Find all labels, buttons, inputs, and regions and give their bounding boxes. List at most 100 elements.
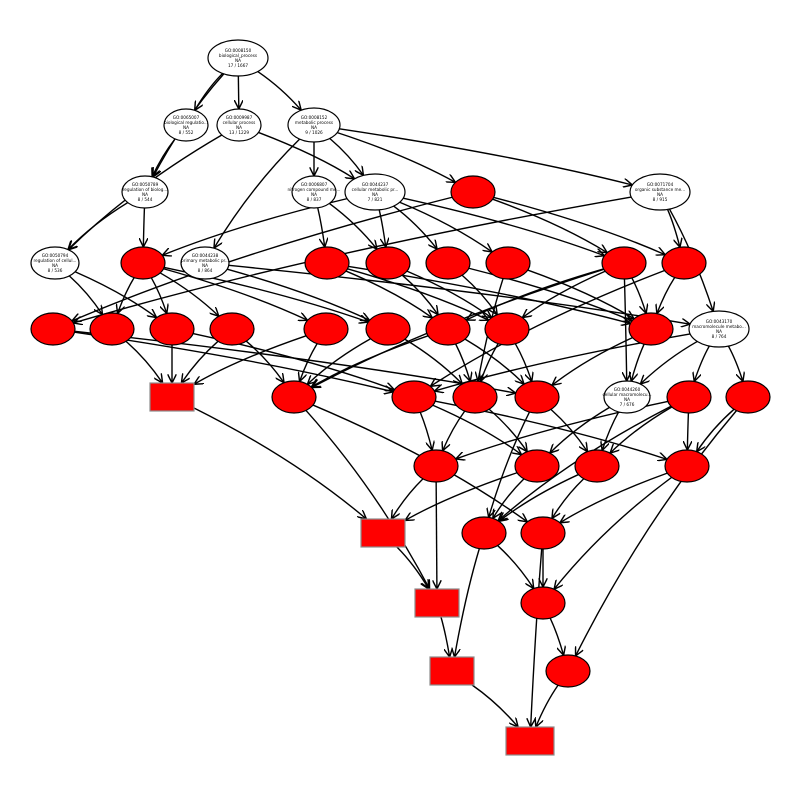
go-node-n48[interactable] [505,726,555,756]
go-node-n8[interactable] [450,175,496,209]
node-box-shape [429,656,475,686]
edge-n17-n26 [522,270,606,317]
edge-n13-n25 [345,270,432,318]
node-ellipse-shape [601,246,647,280]
go-node-n26[interactable] [484,312,530,346]
go-node-n38[interactable] [514,449,560,483]
go-node-n29[interactable] [149,382,195,412]
node-label-line: NA [624,397,630,402]
node-box-shape [414,588,460,618]
node-ellipse-shape [452,380,498,414]
edge-n22-n30 [245,340,284,383]
edge-n39-n43 [552,478,585,519]
go-node-n16[interactable] [485,246,531,280]
edge-n6-n14 [328,202,377,249]
edge-n32-n37 [443,410,466,451]
node-ellipse-shape [120,246,166,280]
node-label-line: 13 / 1229 [229,130,249,135]
go-node-n43[interactable] [520,516,566,550]
node-label-line: macromolecule metabo... [692,324,746,329]
edge-n6-n13 [317,207,325,247]
go-node-n24[interactable] [365,312,411,346]
edge-n20-n29 [125,340,163,383]
node-label-line: metabolic process [295,120,333,125]
node-ellipse-shape [391,380,437,414]
edge-layer [68,70,743,727]
edge-n4-n12 [214,138,301,248]
node-ellipse-shape [365,246,411,280]
go-node-n18[interactable] [661,246,707,280]
edge-n40-n43 [560,472,668,523]
edge-n8-n19 [72,196,453,321]
go-node-n44[interactable] [414,588,460,618]
node-ellipse-shape [207,39,269,77]
node-ellipse-shape [89,312,135,346]
go-node-n15[interactable] [425,246,471,280]
edge-n41-n44 [396,546,429,589]
node-label-line: 8 / 764 [712,334,727,339]
node-ellipse-shape [149,312,195,346]
go-node-n41[interactable] [360,518,406,548]
go-node-n21[interactable] [149,312,195,346]
edge-n31-n38 [432,404,522,454]
go-node-n36[interactable] [725,380,771,414]
go-node-n35[interactable] [666,380,712,414]
edge-n33-n42 [489,411,531,517]
node-ellipse-shape [545,654,591,688]
go-node-n23[interactable] [303,312,349,346]
edge-n4-n9 [339,128,632,185]
go-node-n45[interactable] [520,586,566,620]
go-node-n20[interactable] [89,312,135,346]
go-node-n33[interactable] [514,380,560,414]
go-node-n30[interactable] [271,380,317,414]
go-node-n27[interactable] [628,312,674,346]
go-node-n39[interactable] [574,449,620,483]
edge-n7-n17 [402,197,604,255]
edge-n14-n25 [401,274,438,315]
node-label-line: NA [235,58,241,63]
go-node-n47[interactable] [429,656,475,686]
node-ellipse-shape [450,175,496,209]
node-ellipse-shape [628,312,674,346]
node-label-line: GO:0050789 [132,182,159,187]
go-node-n40[interactable] [664,449,710,483]
go-node-n31[interactable] [391,380,437,414]
go-node-n11[interactable] [120,246,166,280]
edge-n10-n20 [68,275,102,315]
go-node-n17[interactable] [601,246,647,280]
go-node-n19[interactable] [30,312,76,346]
edge-n26-n33 [514,343,531,382]
node-label-line: NA [142,192,148,197]
node-ellipse-shape [303,312,349,346]
go-node-n46[interactable] [545,654,591,688]
node-ellipse-shape [688,310,750,348]
edge-n11-n21 [150,277,166,314]
edge-n25-n33 [464,338,524,384]
node-ellipse-shape [603,380,651,414]
node-ellipse-shape [484,312,530,346]
go-node-n37[interactable] [413,449,459,483]
edge-n17-n25 [466,268,604,320]
node-ellipse-shape [664,449,710,483]
go-node-n22[interactable] [209,312,255,346]
go-node-n42[interactable] [461,516,507,550]
edge-n12-n24 [226,268,369,320]
edge-n42-n47 [454,548,480,657]
go-node-n14[interactable] [365,246,411,280]
node-label-line: 7 / 676 [620,402,635,407]
go-node-n25[interactable] [425,312,471,346]
go-node-n13[interactable] [304,246,350,280]
go-node-n32[interactable] [452,380,498,414]
